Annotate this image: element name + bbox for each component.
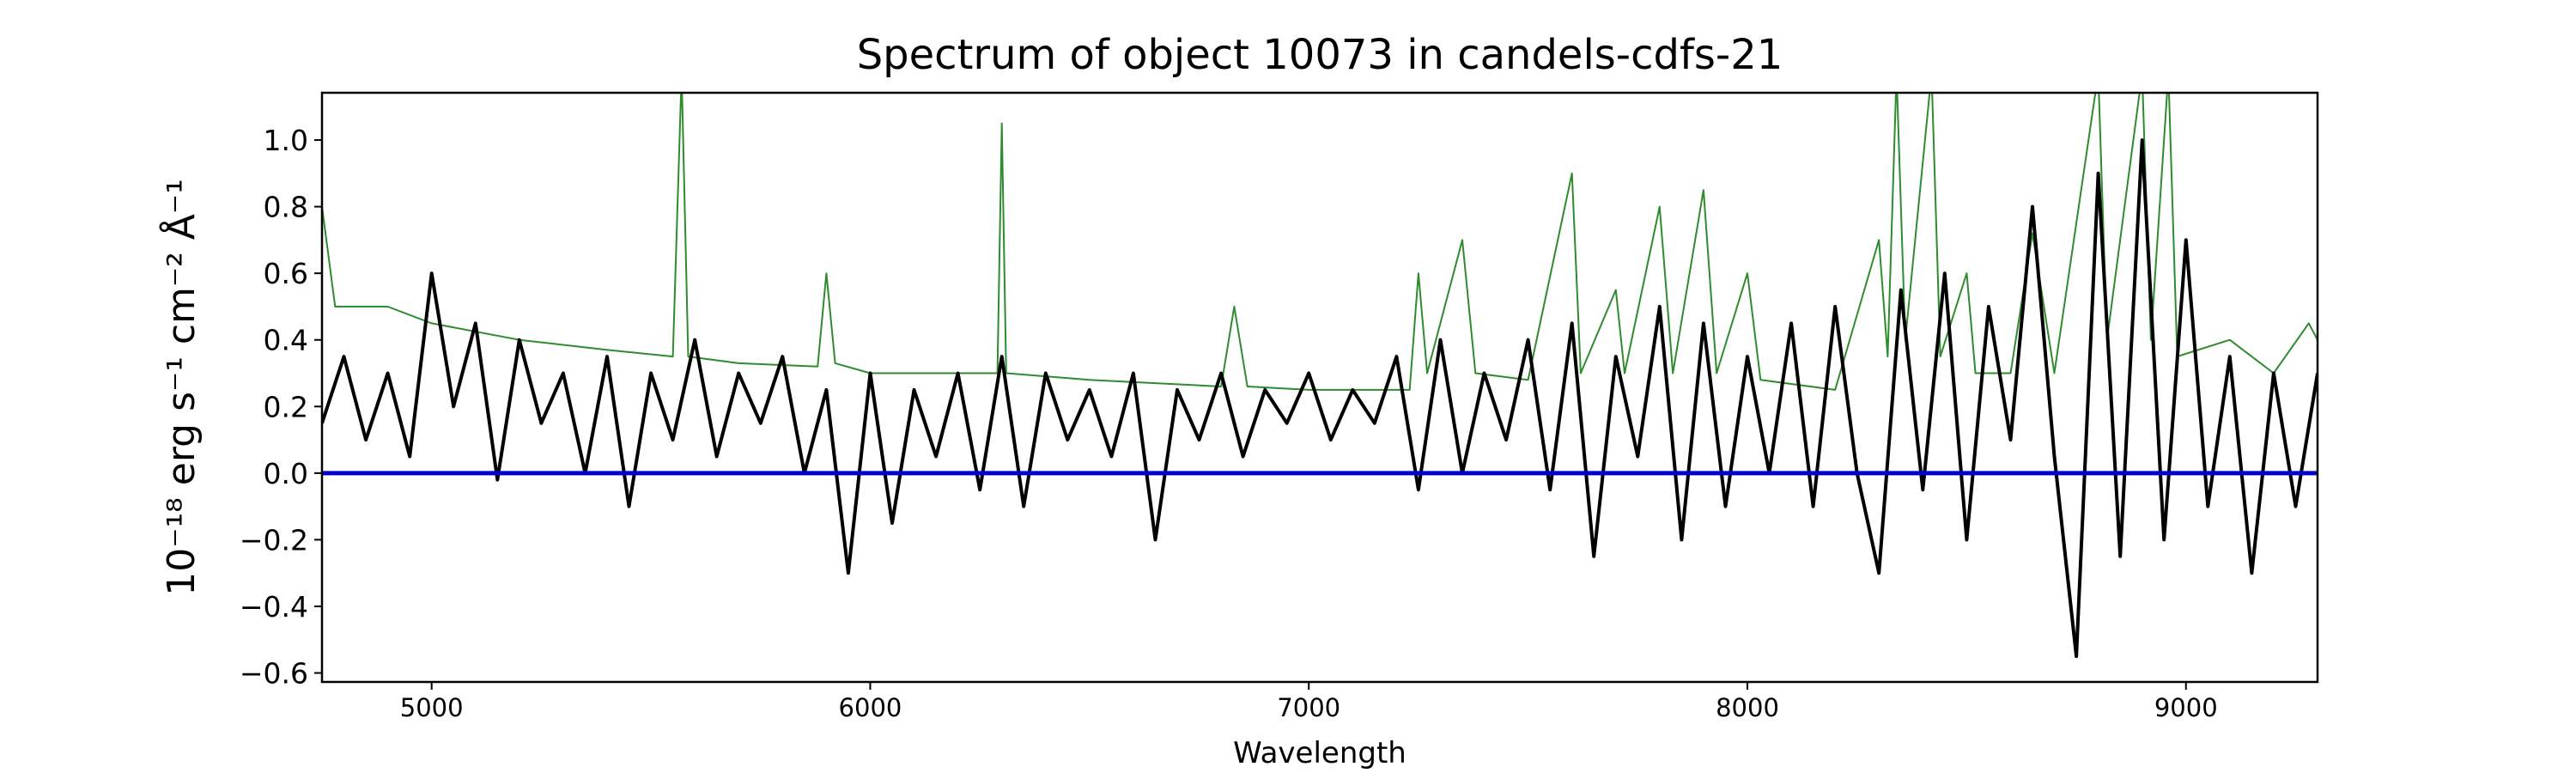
y-tick-label: 0.8 — [264, 191, 308, 224]
y-axis-label: 10⁻¹⁸ erg s⁻¹ cm⁻² Å⁻¹ — [158, 179, 204, 595]
y-tick-label: 1.0 — [264, 124, 308, 157]
x-tick-label: 7000 — [1277, 693, 1340, 722]
axes-frame — [320, 91, 2319, 684]
y-tick-label: 0.2 — [264, 390, 308, 423]
chart-title: Spectrum of object 10073 in candels-cdfs… — [857, 31, 1783, 79]
y-tick-label: 0.0 — [264, 457, 308, 490]
y-tick-label: 0.4 — [264, 324, 308, 357]
y-tick-label: −0.6 — [240, 657, 308, 691]
x-tick-label: 6000 — [839, 693, 902, 722]
y-tick-label: −0.2 — [240, 523, 308, 557]
x-axis-label: Wavelength — [1233, 736, 1406, 770]
x-tick-label: 9000 — [2154, 693, 2218, 722]
y-tick-label: 0.6 — [264, 257, 308, 290]
x-tick-label: 8000 — [1716, 693, 1779, 722]
plot-area — [322, 93, 2318, 659]
spectrum-line — [322, 138, 2318, 659]
y-tick-label: −0.4 — [240, 590, 308, 624]
spectrum-line — [322, 93, 2318, 391]
x-tick-label: 5000 — [400, 693, 464, 722]
